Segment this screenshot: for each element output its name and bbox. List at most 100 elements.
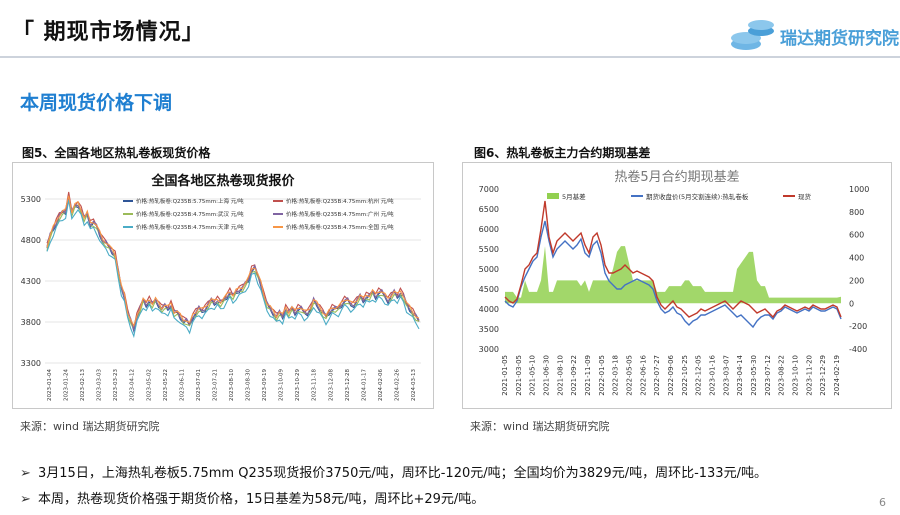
x-tick-label: 2021-08-10 [556, 355, 564, 396]
x-tick-label: 2023-05-02 [146, 369, 152, 401]
figure-5-caption: 图5、全国各地区热轧卷板现货价格 [22, 146, 211, 160]
x-tick-label: 2023-11-20 [805, 355, 813, 396]
company-logo: 瑞达期货研究院 [728, 14, 899, 54]
x-tick-label: 2021-01-05 [501, 355, 509, 396]
coin-stack-icon [731, 20, 774, 50]
legend-label: 5月基差 [562, 192, 586, 201]
y-tick-label: 4800 [21, 236, 41, 245]
x-tick-label: 2024-03-13 [411, 369, 417, 401]
y-right-tick-label: 400 [849, 254, 864, 263]
y-right-tick-label: 200 [849, 276, 864, 285]
y-tick-label: 3300 [21, 359, 41, 368]
x-tick-label: 2023-05-30 [750, 355, 758, 396]
x-tick-label: 2022-12-05 [695, 355, 703, 396]
y-right-tick-label: -200 [849, 322, 867, 331]
futures-line [504, 220, 842, 329]
x-tick-label: 2023-01-04 [47, 369, 53, 401]
x-tick-label: 2023-01-16 [709, 354, 717, 395]
y-left-tick-label: 3500 [479, 325, 499, 334]
series-line-3 [46, 198, 420, 331]
header-title: 「 期现市场情况」 [12, 20, 205, 45]
series-line-6 [46, 195, 420, 328]
legend-label: 价格:热轧板卷:Q235B:4.75mm:全国 元/吨 [286, 223, 394, 231]
y-right-tick-label: 800 [849, 208, 864, 217]
figure-5-panel: 全国各地区热卷现货报价 3300 3800 4300 4800 5300 2023-01-0… [12, 162, 434, 409]
x-tick-label: 2022-09-06 [667, 354, 675, 395]
series-line-1 [46, 198, 420, 334]
x-tick-label: 2024-01-17 [361, 369, 367, 401]
x-tick-label: 2023-09-19 [262, 369, 268, 401]
x-tick-label: 2021-09-22 [570, 355, 578, 396]
y-left-tick-label: 6000 [479, 225, 499, 234]
bullet-1: ➢ 3月15日，上海热轧卷板5.75mm Q235现货报价3750元/吨，周环比-… [20, 462, 767, 481]
legend-swatch [547, 193, 559, 199]
x-tick-label: 2023-07-21 [212, 369, 218, 401]
legend-label: 价格:热轧板卷:Q235B:4.75mm:广州 元/吨 [286, 210, 394, 218]
y-left-tick-label: 7000 [479, 185, 499, 194]
legend-label: 价格:热轧板卷:Q235B:4.75mm:杭州 元/吨 [286, 197, 394, 205]
x-tick-label: 2023-08-22 [778, 355, 786, 396]
x-tick-label: 2021-06-30 [543, 355, 551, 396]
x-tick-label: 2023-10-29 [295, 369, 301, 401]
x-tick-label: 2022-07-27 [653, 355, 661, 396]
figure-6-source: 来源：wind 瑞达期货研究院 [470, 420, 610, 433]
bullet-arrow-icon: ➢ [20, 492, 31, 507]
x-tick-label: 2022-06-16 [639, 354, 647, 395]
bullet-arrow-icon: ➢ [20, 466, 31, 481]
section-title: 本周现货价格下调 [20, 92, 173, 114]
x-tick-label: 2023-05-22 [163, 369, 169, 401]
x-tick-label: 2023-07-12 [764, 355, 772, 396]
figure-5-source: 来源：wind 瑞达期货研究院 [20, 420, 160, 433]
bullet-2-text: 本周，热卷现货价格强于期货价格，15日基差为58元/吨，周环比+29元/吨。 [38, 492, 485, 507]
x-tick-label: 2022-01-05 [598, 355, 606, 396]
x-tick-label: 2023-01-24 [64, 369, 70, 401]
y-left-tick-label: 6500 [479, 205, 499, 214]
legend-label: 价格:热轧板卷:Q235B:4.75mm:天津 元/吨 [136, 223, 244, 231]
x-tick-label: 2023-12-29 [819, 355, 827, 396]
y-tick-label: 4300 [21, 277, 41, 286]
y-right-tick-label: -400 [849, 345, 867, 354]
x-tick-label: 2023-08-10 [229, 369, 235, 401]
y-tick-label: 5300 [21, 195, 41, 204]
bullet-2: ➢ 本周，热卷现货价格强于期货价格，15日基差为58元/吨，周环比+29元/吨。 [20, 488, 484, 507]
y-right-tick-label: 0 [849, 299, 854, 308]
legend-label: 价格:热轧板卷:Q235B:5.75mm:上海 元/吨 [136, 197, 244, 205]
x-tick-label: 2022-03-18 [612, 355, 620, 396]
y-left-tick-label: 4500 [479, 285, 499, 294]
x-tick-label: 2021-03-05 [515, 355, 523, 396]
bullet-1-text: 3月15日，上海热轧卷板5.75mm Q235现货报价3750元/吨，周环比-1… [38, 466, 767, 481]
logo-text: 瑞达期货研究院 [780, 29, 899, 49]
y-left-tick-label: 4000 [479, 305, 499, 314]
x-tick-label: 2023-02-13 [80, 369, 86, 401]
spot-line [504, 200, 842, 319]
x-tick-label: 2023-10-10 [792, 355, 800, 396]
figure-6-panel: 热卷5月合约期现基差 3000 3500 4000 4500 5000 5500 6000 65… [462, 162, 892, 409]
header-divider [0, 56, 900, 58]
x-tick-label: 2022-10-25 [681, 355, 689, 396]
y-right-tick-label: 1000 [849, 185, 869, 194]
legend-label: 现货 [798, 192, 812, 201]
x-tick-label: 2023-12-08 [328, 369, 334, 401]
x-tick-label: 2023-06-11 [179, 369, 185, 401]
x-tick-label: 2023-12-28 [345, 369, 351, 401]
x-tick-label: 2024-02-19 [833, 355, 841, 396]
x-tick-label: 2021-05-10 [529, 355, 537, 396]
x-tick-label: 2023-04-12 [130, 369, 136, 401]
basis-area [505, 246, 841, 304]
x-tick-label: 2024-02-06 [378, 369, 384, 401]
x-tick-label: 2023-03-03 [97, 369, 103, 401]
y-left-tick-label: 5500 [479, 245, 499, 254]
legend-label: 价格:热轧板卷:Q235B:4.75mm:武汉 元/吨 [136, 210, 244, 218]
x-tick-label: 2023-07-01 [196, 369, 202, 401]
chart-title: 全国各地区热卷现货报价 [150, 173, 295, 189]
y-left-tick-label: 5000 [479, 265, 499, 274]
y-right-tick-label: 600 [849, 231, 864, 240]
x-tick-label: 2024-02-26 [394, 369, 400, 401]
series-line-5 [46, 200, 420, 339]
x-tick-label: 2023-10-09 [279, 369, 285, 401]
x-tick-label: 2023-04-14 [736, 354, 744, 395]
chart-title: 热卷5月合约期现基差 [614, 169, 739, 185]
chart-basis: 热卷5月合约期现基差300035004000450050005500600065… [479, 169, 870, 396]
x-tick-label: 2023-11-18 [312, 369, 318, 401]
x-tick-label: 2023-03-07 [722, 355, 730, 396]
